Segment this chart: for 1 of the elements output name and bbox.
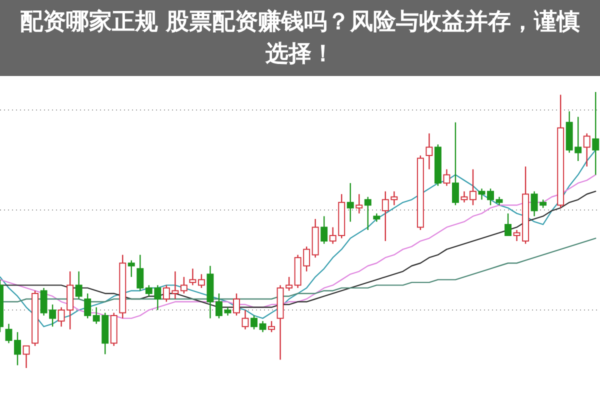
chart-title: 配资哪家正规 股票配资赚钱吗？风险与收益并存，谨慎选择！ [20, 8, 580, 69]
